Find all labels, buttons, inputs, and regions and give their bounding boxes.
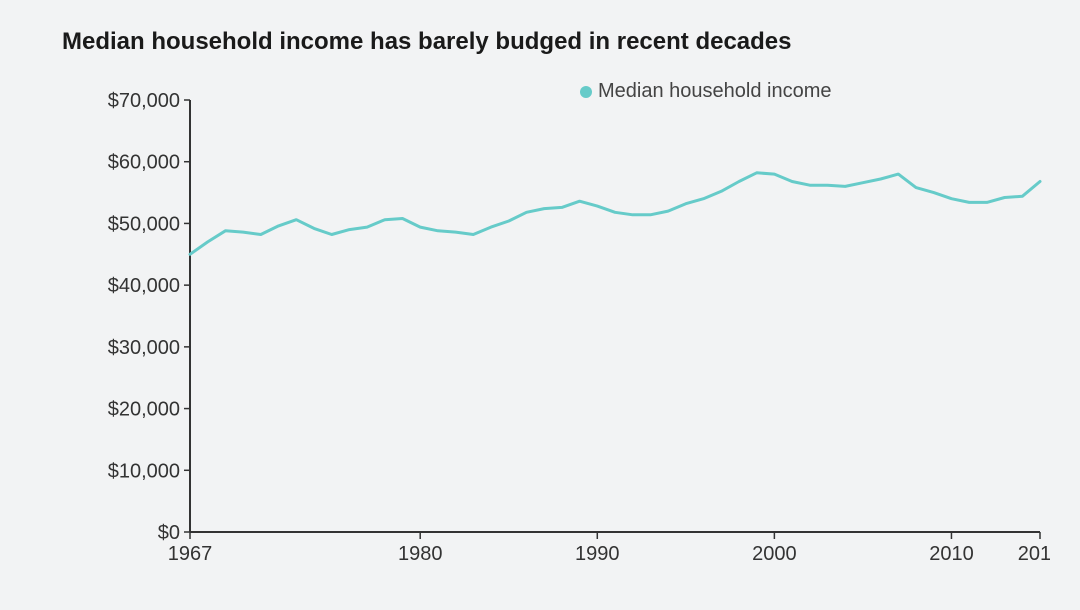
series-line xyxy=(190,173,1040,255)
svg-text:$10,000: $10,000 xyxy=(108,460,180,482)
svg-text:$20,000: $20,000 xyxy=(108,399,180,421)
svg-text:2000: 2000 xyxy=(752,543,797,565)
svg-text:2010: 2010 xyxy=(929,543,974,565)
svg-text:$60,000: $60,000 xyxy=(108,152,180,174)
svg-text:1967: 1967 xyxy=(168,543,213,565)
svg-text:$0: $0 xyxy=(158,522,180,544)
line-chart-svg: $0 $10,000 $20,000 $30,000 $40,000 $50,000 $60… xyxy=(30,60,1050,580)
svg-text:1980: 1980 xyxy=(398,543,443,565)
svg-text:$40,000: $40,000 xyxy=(108,275,180,297)
chart-title: Median household income has barely budge… xyxy=(62,28,1050,56)
chart-container: Median household income has barely budge… xyxy=(0,0,1080,610)
chart-plot-area: $0 $10,000 $20,000 $30,000 $40,000 $50,000 $60… xyxy=(30,60,1050,580)
svg-text:$50,000: $50,000 xyxy=(108,213,180,235)
svg-text:$70,000: $70,000 xyxy=(108,90,180,112)
svg-text:1990: 1990 xyxy=(575,543,620,565)
svg-text:2015: 2015 xyxy=(1018,543,1050,565)
svg-text:$30,000: $30,000 xyxy=(108,337,180,359)
